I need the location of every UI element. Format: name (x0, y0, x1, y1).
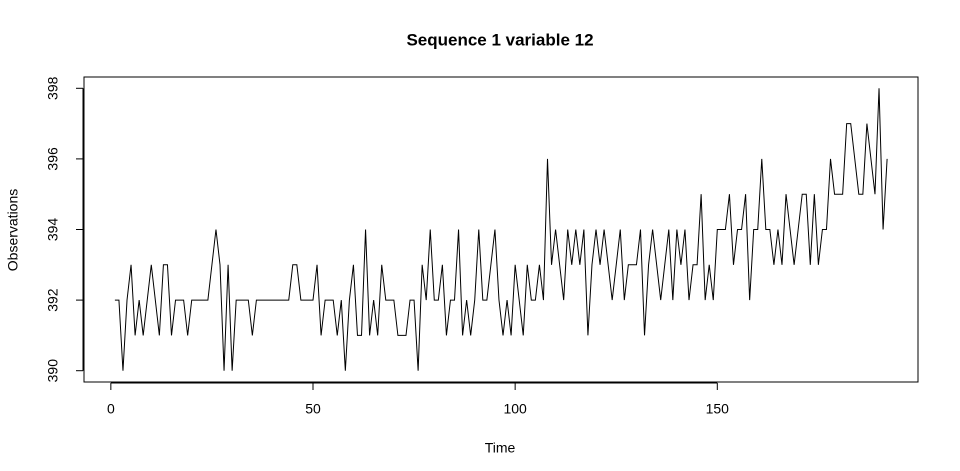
x-axis-label: Time (485, 440, 516, 456)
y-tick-label: 396 (45, 147, 61, 171)
x-tick-label: 50 (305, 401, 321, 417)
y-tick-label: 398 (45, 76, 61, 100)
x-tick-label: 0 (107, 401, 115, 417)
x-tick-label: 150 (706, 401, 730, 417)
x-tick-label: 100 (503, 401, 527, 417)
chart-title: Sequence 1 variable 12 (406, 30, 593, 49)
series-line (114, 88, 888, 371)
y-tick-label: 390 (45, 359, 61, 383)
y-tick-label: 394 (45, 218, 61, 242)
y-axis-label: Observations (5, 189, 21, 271)
y-tick-label: 392 (45, 288, 61, 312)
plot-box (83, 76, 919, 383)
